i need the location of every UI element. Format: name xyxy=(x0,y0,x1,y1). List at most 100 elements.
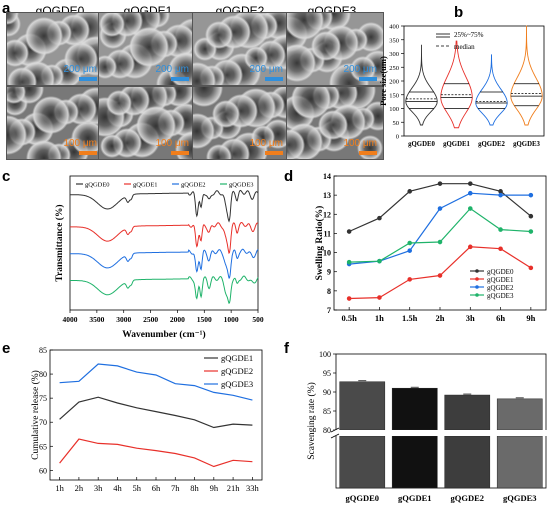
y-tick-label: 90 xyxy=(323,388,331,397)
x-tick-label: 6h xyxy=(152,483,161,493)
data-point-gQGDE0 xyxy=(407,189,413,194)
bar-gQGDE1 xyxy=(391,387,438,431)
axis-break-mark xyxy=(330,427,340,433)
series-line-gQGDE2 xyxy=(349,192,531,265)
series-line-gQGDE2 xyxy=(70,248,259,279)
sem-panel: gQGDE0 gQGDE1 gQGDE2 gQGDE3 200 μm 200 μm… xyxy=(0,0,384,160)
bar-lower-gQGDE1 xyxy=(391,435,438,489)
x-tick-label: gQGDE1 xyxy=(443,141,470,148)
x-tick-label: 2h xyxy=(436,313,445,323)
x-tick-label: 8h xyxy=(190,483,199,493)
y-tick-label: 70 xyxy=(39,418,47,427)
sem-image-0-0: 200 μm xyxy=(6,12,104,86)
cumulative-release-chart: 60 65 70 75 80 85 1h 2h 3h 4h 5h 6h 7h 8h 9h 21h 33h Cumu… xyxy=(30,346,263,493)
sem-image-1-3: 100 μm xyxy=(286,86,384,160)
scale-bar xyxy=(359,151,377,155)
data-point-gQGDE0 xyxy=(437,181,443,186)
scale-label: 100 μm xyxy=(155,138,189,149)
data-point-gQGDE0 xyxy=(498,189,503,194)
sem-image-1-2: 100 μm xyxy=(192,86,290,160)
bar-lower-gQGDE0 xyxy=(339,435,386,489)
y-tick-label: 75 xyxy=(39,394,47,403)
plot-frame xyxy=(69,175,259,311)
data-point-gQGDE3 xyxy=(346,259,352,265)
legend-label: gQGDE1 xyxy=(221,353,253,363)
legend-label: gQGDE0 xyxy=(85,182,110,189)
x-tick-label: 1h xyxy=(375,313,384,323)
data-point-gQGDE3 xyxy=(498,227,503,232)
x-tick-label: 1.5h xyxy=(402,313,418,323)
data-point-gQGDE0 xyxy=(528,213,534,219)
x-tick-label: 33h xyxy=(246,483,260,493)
x-tick-label: 3000 xyxy=(116,315,131,324)
y-axis-label: Scavenging rate (%) xyxy=(306,382,317,460)
y-tick-label: 100 xyxy=(389,106,399,113)
scale-label: 200 μm xyxy=(155,64,189,75)
scale-bar xyxy=(79,151,97,155)
y-tick-label: 0 xyxy=(396,134,399,141)
y-tick-label: 11 xyxy=(323,229,331,238)
data-point-gQGDE3 xyxy=(377,258,382,264)
y-tick-label: 150 xyxy=(389,92,399,99)
plot-frame xyxy=(335,353,547,489)
scale-label: 100 μm xyxy=(63,138,97,149)
y-axis-label: Swelling Ratio(%) xyxy=(314,206,325,281)
x-tick-label: gQGDE2 xyxy=(450,493,484,503)
violin-gQGDE2 xyxy=(475,54,508,126)
scavenging-rate-chart: 80 85 90 95 100 Scavenging rate (%) gQGDE0 gQGD… xyxy=(306,350,550,503)
x-tick-label: gQGDE3 xyxy=(513,141,540,148)
y-axis-label: Pore size(um) xyxy=(378,56,388,106)
data-point-gQGDE1 xyxy=(346,296,352,301)
x-tick-label: gQGDE0 xyxy=(408,141,435,148)
ftir-spectra-chart: 4000 3500 3000 2500 2000 1500 1000 500 Wavenumbe… xyxy=(54,175,264,340)
y-tick-label: 50 xyxy=(393,120,400,127)
bar-gQGDE0 xyxy=(339,381,386,431)
data-point-gQGDE2 xyxy=(407,248,413,253)
y-tick-label: 9 xyxy=(327,268,331,277)
bar-lower-gQGDE3 xyxy=(496,435,543,489)
violin-gQGDE3 xyxy=(510,25,543,126)
legend-label: gQGDE3 xyxy=(487,292,514,300)
scale-label: 100 μm xyxy=(343,138,377,149)
y-tick-label: 12 xyxy=(323,210,331,219)
x-tick-label: 2000 xyxy=(170,315,185,324)
scale-bar xyxy=(265,77,283,81)
x-tick-label: gQGDE1 xyxy=(398,493,432,503)
panel-label-d: d xyxy=(284,168,294,185)
legend-marker xyxy=(475,285,479,289)
data-point-gQGDE1 xyxy=(528,265,534,271)
sem-image-1-0: 100 μm xyxy=(6,86,104,160)
y-tick-label: 65 xyxy=(39,442,47,451)
data-point-gQGDE1 xyxy=(437,273,443,278)
y-tick-label: 300 xyxy=(389,51,399,58)
scale-label: 200 μm xyxy=(63,64,97,75)
series-line-gQGDE0 xyxy=(70,189,259,223)
legend-label: gQGDE2 xyxy=(221,366,253,376)
scale-bar xyxy=(171,77,189,81)
legend-label: gQGDE3 xyxy=(229,182,254,189)
scale-bar xyxy=(359,77,377,81)
bar-lower-gQGDE2 xyxy=(444,435,491,489)
x-tick-label: 3h xyxy=(466,313,475,323)
y-tick-label: 100 xyxy=(319,350,331,359)
data-point-gQGDE0 xyxy=(346,229,352,234)
x-tick-label: 1000 xyxy=(224,315,239,324)
x-tick-label: 9h xyxy=(210,483,219,493)
data-point-gQGDE2 xyxy=(528,192,534,198)
legend-label: gQGDE1 xyxy=(133,182,158,189)
data-point-gQGDE3 xyxy=(437,239,443,245)
y-tick-label: 7 xyxy=(327,306,331,315)
legend-marker xyxy=(475,277,479,281)
y-tick-label: 95 xyxy=(323,369,331,378)
data-point-gQGDE0 xyxy=(467,181,473,186)
sem-image-0-2: 200 μm xyxy=(192,12,290,86)
panel-label-a: a xyxy=(2,0,11,17)
data-point-gQGDE2 xyxy=(498,192,503,198)
violin-gQGDE0 xyxy=(405,44,438,126)
scale-label: 200 μm xyxy=(249,64,283,75)
y-tick-label: 80 xyxy=(39,370,47,379)
y-tick-label: 200 xyxy=(389,79,399,86)
bar-gQGDE2 xyxy=(444,394,491,431)
y-tick-label: 250 xyxy=(389,65,399,72)
panel-label-b: b xyxy=(454,4,464,21)
